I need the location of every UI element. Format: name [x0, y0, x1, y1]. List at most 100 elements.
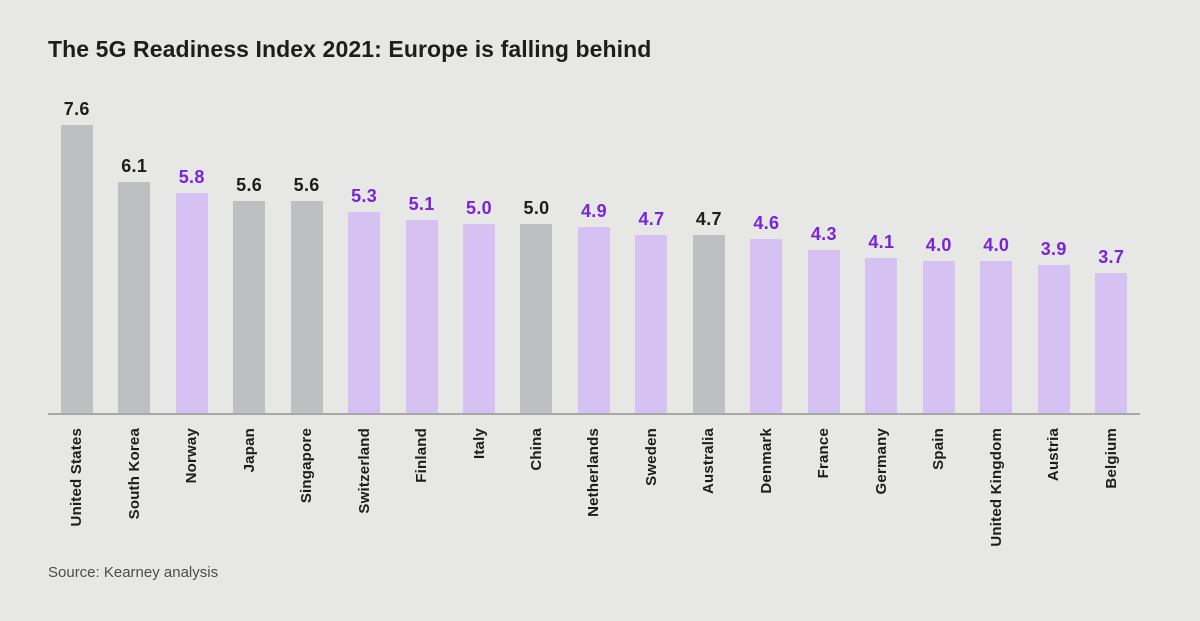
bar-value-label: 4.6	[753, 213, 780, 233]
x-axis: United States South Korea Norway Japan Singa…	[48, 415, 1140, 586]
bar-value-label: 4.3	[810, 224, 837, 244]
x-axis-label: Germany	[872, 428, 890, 495]
x-axis-label-cell: Finland	[393, 415, 450, 586]
bar	[1037, 265, 1070, 413]
x-axis-label: Denmark	[757, 428, 775, 494]
x-axis-label: United Kingdom	[987, 428, 1005, 547]
bar-value-label: 5.3	[351, 186, 378, 206]
x-axis-label: Japan	[240, 428, 258, 473]
bar-column: 5.8	[163, 167, 220, 413]
x-axis-label-cell: Singapore	[278, 415, 335, 586]
bar	[807, 250, 840, 413]
bar	[692, 235, 725, 413]
bar-value-label: 4.7	[695, 209, 722, 229]
x-axis-label: South Korea	[125, 428, 143, 520]
bar-value-label: 5.1	[408, 194, 435, 214]
x-axis-label: Austria	[1045, 428, 1063, 482]
x-axis-label: France	[815, 428, 833, 479]
x-axis-label: Spain	[930, 428, 948, 470]
bar	[175, 193, 208, 413]
bar-chart: 7.6 6.1 5.8 5.6 5.6 5.3 5.1 5.0 5.0 4.9 4.7 4.7 4.6 4…	[48, 99, 1140, 586]
x-axis-label: Sweden	[642, 428, 660, 486]
x-axis-label-cell: Spain	[910, 415, 967, 586]
bar-column: 3.9	[1025, 239, 1082, 413]
bar-value-label: 5.0	[466, 198, 492, 218]
bar-value-label: 5.8	[178, 167, 205, 187]
bar-column: 5.0	[508, 198, 565, 413]
x-axis-label-cell: Belgium	[1082, 415, 1139, 586]
bar	[520, 224, 553, 413]
bar	[348, 212, 381, 413]
bar-column: 4.7	[680, 209, 737, 413]
bar-column: 6.1	[105, 156, 162, 413]
x-axis-label-cell: Japan	[220, 415, 277, 586]
bar-column: 7.6	[48, 99, 105, 413]
bar	[980, 261, 1013, 413]
x-axis-label-cell: Switzerland	[335, 415, 392, 586]
x-axis-label: Italy	[470, 428, 488, 460]
x-axis-label: China	[527, 428, 545, 471]
bar	[1095, 273, 1128, 413]
bar-value-label: 5.6	[293, 175, 320, 195]
bar	[577, 227, 610, 413]
bar	[290, 201, 323, 413]
x-axis-label-cell: Germany	[853, 415, 910, 586]
source-note: Source: Kearney analysis	[48, 564, 219, 581]
bar-column: 5.6	[220, 175, 277, 413]
bar-column: 4.0	[910, 235, 967, 413]
bar-column: 3.7	[1082, 247, 1139, 413]
bar-column: 5.1	[393, 194, 450, 413]
bar	[865, 258, 898, 413]
bar-column: 4.6	[738, 213, 795, 413]
x-axis-label-cell: Netherlands	[565, 415, 622, 586]
bar	[922, 261, 955, 413]
bar-column: 5.3	[335, 186, 392, 413]
bar-column: 4.3	[795, 224, 852, 413]
x-axis-label-cell: Norway	[163, 415, 220, 586]
bar-value-label: 4.7	[638, 209, 665, 229]
x-axis-label-cell: Austria	[1025, 415, 1082, 586]
x-axis-label-cell: United Kingdom	[968, 415, 1025, 586]
x-axis-label: Netherlands	[585, 428, 603, 517]
bar-value-label: 4.0	[925, 235, 952, 255]
bar	[233, 201, 266, 413]
x-axis-label: Finland	[413, 428, 431, 483]
bar-value-label: 3.7	[1098, 247, 1125, 267]
bar-column: 5.6	[278, 175, 335, 413]
x-axis-label: Switzerland	[355, 428, 373, 514]
bar-value-label: 7.6	[63, 99, 90, 119]
x-axis-label-cell: South Korea	[105, 415, 162, 586]
bar-column: 4.7	[623, 209, 680, 413]
x-axis-label-cell: Italy	[450, 415, 507, 586]
x-axis-label-cell: France	[795, 415, 852, 586]
x-axis-label-cell: Sweden	[623, 415, 680, 586]
x-axis-label-cell: United States	[48, 415, 105, 586]
x-axis-label: United States	[68, 428, 86, 527]
bar-column: 4.0	[968, 235, 1025, 413]
bar-value-label: 4.9	[580, 201, 607, 221]
bar	[463, 224, 496, 413]
plot-area: 7.6 6.1 5.8 5.6 5.6 5.3 5.1 5.0 5.0 4.9 4.7 4.7 4.6 4…	[48, 99, 1140, 415]
bar	[60, 125, 93, 413]
x-axis-label: Singapore	[298, 428, 316, 504]
bar-value-label: 5.6	[236, 175, 263, 195]
bar-value-label: 4.1	[868, 232, 895, 252]
bar	[405, 220, 438, 413]
x-axis-label-cell: China	[508, 415, 565, 586]
bar-value-label: 5.0	[523, 198, 550, 218]
bar	[750, 239, 783, 413]
x-axis-label: Norway	[183, 428, 201, 484]
bar	[118, 182, 151, 413]
bar-column: 5.0	[450, 198, 507, 413]
bar-column: 4.1	[853, 232, 910, 413]
x-axis-label-cell: Australia	[680, 415, 737, 586]
bar-value-label: 4.0	[983, 235, 1010, 255]
x-axis-label: Belgium	[1102, 428, 1120, 489]
bar	[635, 235, 668, 413]
x-axis-label: Australia	[700, 428, 718, 494]
bar-column: 4.9	[565, 201, 622, 413]
x-axis-label-cell: Denmark	[738, 415, 795, 586]
bar-value-label: 3.9	[1040, 239, 1067, 259]
chart-title: The 5G Readiness Index 2021: Europe is f…	[48, 36, 652, 62]
bar-value-label: 6.1	[121, 156, 148, 176]
